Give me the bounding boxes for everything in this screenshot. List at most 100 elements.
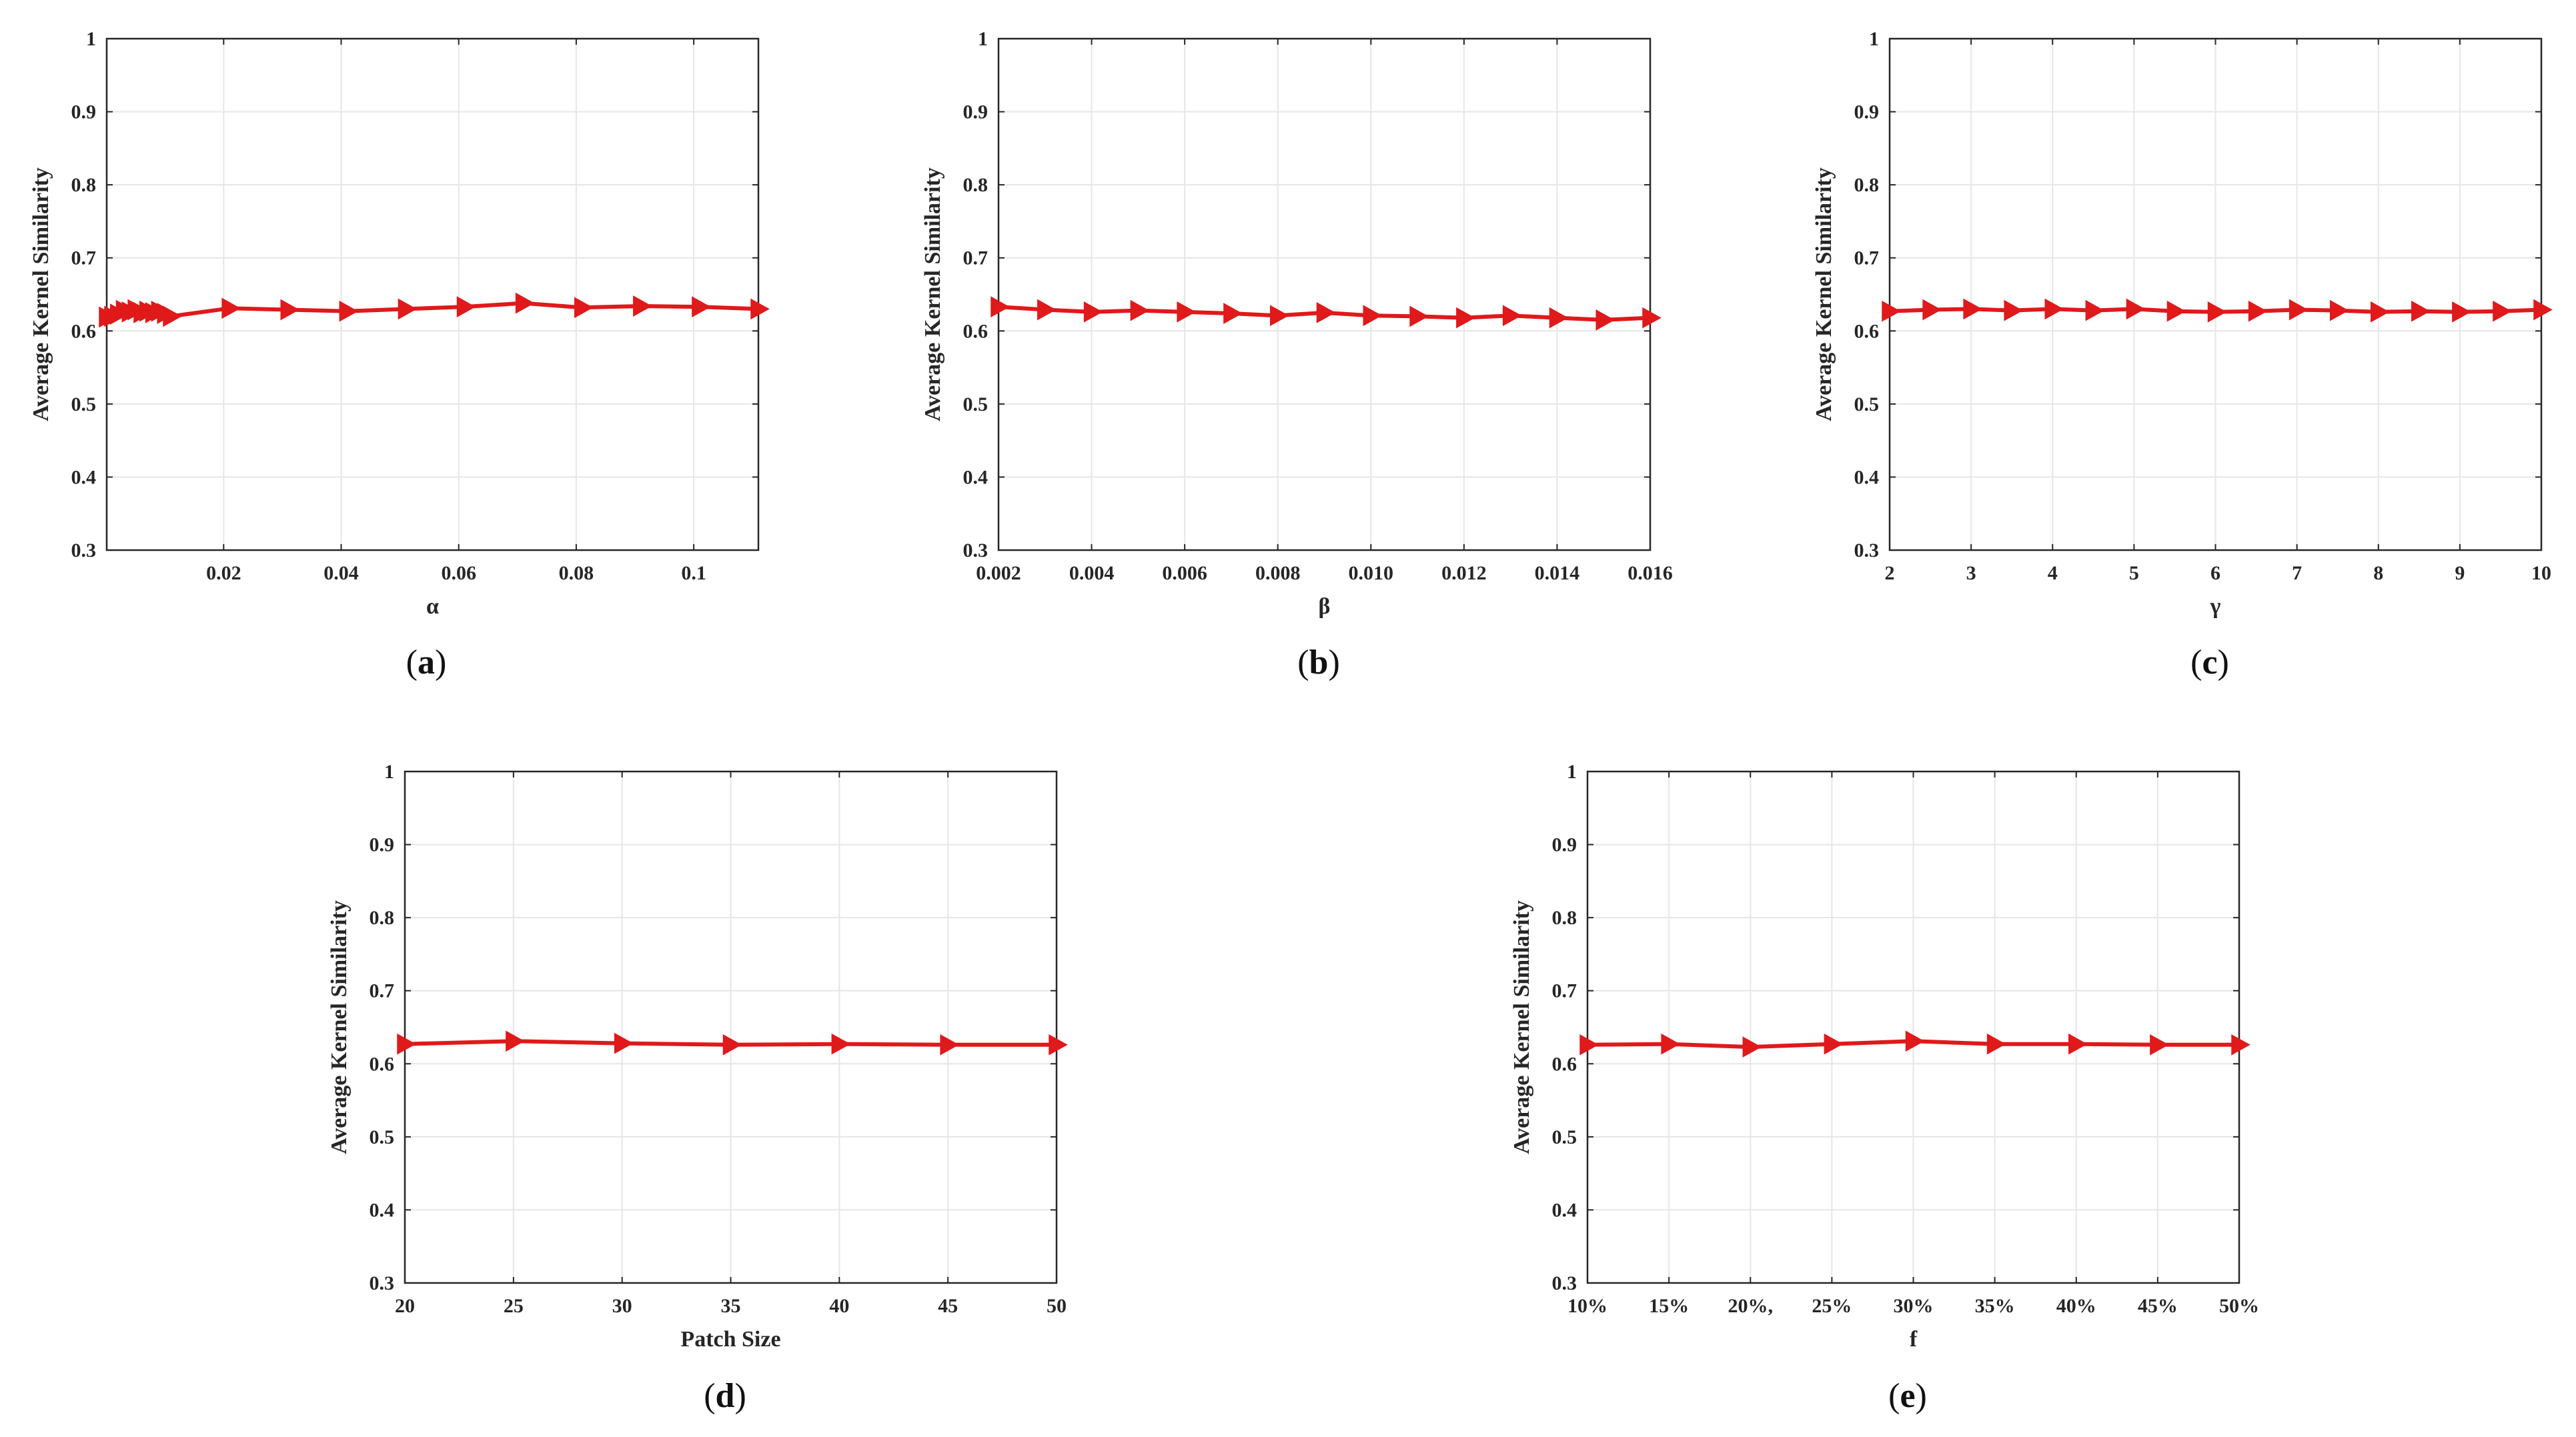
data-point-marker (221, 297, 241, 319)
y-tick-label: 1 (1567, 761, 1577, 783)
panel-label-close: ) (734, 1377, 746, 1415)
plot-frame (105, 37, 760, 551)
y-tick-label: 0.4 (1552, 1199, 1577, 1221)
data-point-marker (280, 299, 300, 321)
x-axis-label: β (1319, 594, 1331, 619)
data-point-marker (633, 295, 652, 317)
x-tick-label: 0.1 (681, 562, 706, 584)
y-tick-label: 0.5 (1854, 393, 1880, 415)
y-tick-label: 0.6 (370, 1053, 395, 1075)
panel-label: (b) (1297, 643, 1340, 681)
data-point-marker (1986, 1033, 2006, 1055)
x-tick-label: 30% (1894, 1295, 1934, 1317)
x-tick-label: 15% (1649, 1295, 1689, 1317)
x-tick-label: 0.010 (1349, 562, 1394, 584)
data-point-marker (2126, 298, 2146, 320)
x-tick-label: 45% (2138, 1295, 2178, 1317)
y-tick-label: 0.4 (370, 1199, 395, 1221)
data-point-marker (1502, 305, 1522, 327)
x-tick-label: 10% (1567, 1295, 1607, 1317)
x-tick-label: 35 (721, 1295, 741, 1317)
panel-label: (d) (704, 1377, 746, 1415)
data-point-marker (1316, 302, 1336, 323)
y-tick-label: 0.5 (1552, 1126, 1577, 1148)
chart-panel-d: 20 25 30 35 40 45 50 0.3 0.4 0.5 0.6 0.7 0.8 0.9 1 Patc… (327, 761, 1068, 1415)
x-tick-label: 0.004 (1069, 562, 1115, 584)
panel-label-close: ) (435, 643, 446, 681)
x-tick-label: 0.006 (1162, 562, 1207, 584)
x-tick-label: 0.06 (441, 562, 476, 584)
x-tick-label: 8 (2373, 562, 2383, 584)
data-point-marker (750, 298, 770, 320)
y-tick-label: 0.9 (71, 101, 97, 123)
chart-panel-c: 2 3 4 5 6 7 8 9 10 0.3 0.4 0.5 0.6 0.7 0.8 0.9 1 γ Average… (1812, 28, 2553, 681)
x-tick-label: 4 (2048, 562, 2058, 584)
x-tick-label: 0.012 (1441, 562, 1487, 584)
y-tick-label: 0.8 (71, 174, 97, 196)
x-tick-label: 0.016 (1628, 562, 1673, 584)
y-axis-label: Average Kernel Similarity (29, 167, 53, 421)
data-point-marker (515, 292, 535, 314)
y-tick-label: 0.9 (370, 834, 395, 856)
data-point-marker (456, 296, 476, 317)
x-tick-label: 40 (829, 1295, 849, 1317)
x-axis-label: γ (2210, 594, 2221, 619)
data-point-marker (1223, 303, 1243, 324)
data-point-marker (1409, 305, 1429, 327)
chart-panel-a: 0.02 0.04 0.06 0.08 0.1 0.3 0.4 0.5 0.6 0.7 0.8 0.9… (29, 28, 770, 681)
panel-letter: e (1900, 1377, 1915, 1415)
data-point-marker (163, 305, 182, 327)
y-tick-label: 0.5 (963, 393, 989, 415)
data-point-marker (2207, 301, 2227, 323)
data-point-marker (722, 1034, 742, 1056)
data-point-marker (614, 1032, 634, 1054)
x-tick-label: 50 (1047, 1295, 1067, 1317)
x-tick-label: 40% (2056, 1295, 2096, 1317)
data-point-marker (1130, 299, 1150, 321)
panel-letter: d (716, 1377, 735, 1415)
x-tick-label: 0.008 (1255, 562, 1301, 584)
x-axis-label: Patch Size (680, 1327, 780, 1352)
y-tick-label: 0.9 (1552, 834, 1577, 856)
y-tick-label: 0.3 (71, 539, 97, 561)
panel-letter: c (2202, 643, 2217, 681)
data-point-marker (2533, 299, 2553, 321)
y-tick-label: 0.6 (1552, 1053, 1577, 1075)
y-tick-label: 0.4 (963, 466, 989, 488)
data-point-marker (1269, 305, 1289, 327)
x-tick-label: 5 (2129, 562, 2139, 584)
panel-label: (e) (1888, 1377, 1927, 1415)
y-tick-label: 1 (86, 28, 96, 50)
data-point-marker (2166, 300, 2186, 322)
x-tick-label: 0.02 (206, 562, 241, 584)
chart-panel-b: 0.002 0.004 0.006 0.008 0.010 0.012 0.014 0.016… (920, 28, 1673, 681)
x-tick-label: 0.002 (976, 562, 1021, 584)
data-point-marker (1905, 1030, 1925, 1052)
x-tick-label: 45 (938, 1295, 958, 1317)
y-tick-label: 0.6 (963, 320, 989, 342)
y-tick-label: 0.9 (963, 101, 989, 123)
data-point-marker (692, 296, 711, 317)
data-point-marker (2248, 300, 2268, 322)
series-line (106, 301, 759, 319)
plot-frame (997, 37, 1652, 551)
data-point-marker (1177, 301, 1196, 323)
panel-label-close: ) (1328, 643, 1339, 681)
x-tick-label: 0.014 (1535, 562, 1580, 584)
data-point-marker (506, 1030, 525, 1052)
panel-label-close: ) (2218, 643, 2229, 681)
y-tick-label: 0.6 (1854, 320, 1880, 342)
panel-label-open: ( (704, 1377, 715, 1415)
y-tick-label: 0.7 (370, 980, 395, 1002)
data-point-marker (1661, 1033, 1680, 1055)
panel-label: (a) (406, 643, 447, 681)
y-tick-label: 1 (1869, 28, 1879, 50)
x-tick-label: 9 (2455, 562, 2465, 584)
x-tick-label: 25% (1812, 1295, 1852, 1317)
data-point-marker (2329, 299, 2349, 321)
x-tick-label: 20%, (1728, 1295, 1774, 1317)
data-point-marker (2150, 1034, 2169, 1056)
data-point-marker (398, 298, 418, 320)
data-point-marker (1882, 300, 1901, 322)
